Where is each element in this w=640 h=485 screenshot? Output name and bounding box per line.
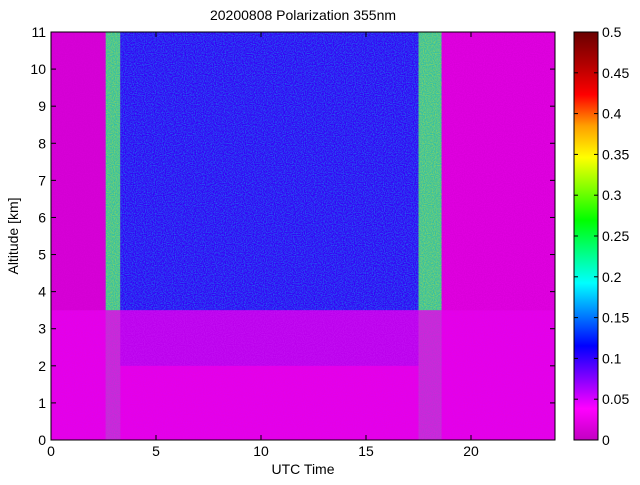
x-tick-label: 5 bbox=[152, 443, 160, 459]
y-tick-label: 5 bbox=[38, 247, 46, 263]
colorbar-tick-label: 0.05 bbox=[602, 391, 629, 407]
colorbar-tick-label: 0.3 bbox=[602, 187, 622, 203]
y-tick-label: 8 bbox=[38, 135, 46, 151]
colorbar-tick-label: 0.45 bbox=[602, 65, 629, 81]
colorbar-tick-label: 0 bbox=[602, 432, 610, 448]
y-tick-label: 1 bbox=[38, 395, 46, 411]
x-tick-label: 15 bbox=[358, 443, 374, 459]
y-tick-label: 4 bbox=[38, 284, 46, 300]
y-tick-label: 11 bbox=[31, 24, 46, 40]
y-tick-label: 2 bbox=[38, 358, 46, 374]
x-axis: 0 5 10 15 20 bbox=[47, 32, 479, 459]
y-tick-label: 9 bbox=[38, 98, 46, 114]
y-tick-label: 3 bbox=[38, 321, 46, 337]
x-tick-label: 10 bbox=[253, 443, 269, 459]
plot-frame bbox=[50, 31, 556, 441]
heatmap-region-speckle bbox=[441, 32, 555, 311]
y-tick-label: 0 bbox=[38, 432, 46, 448]
colorbar-tick-label: 0.2 bbox=[602, 269, 622, 285]
colorbar-tick-label: 0.25 bbox=[602, 228, 629, 244]
y-tick-label: 10 bbox=[30, 61, 46, 77]
colorbar-tick-label: 0.5 bbox=[602, 24, 622, 40]
heatmap-region-speckle bbox=[51, 32, 106, 311]
colorbar-tick-label: 0.35 bbox=[602, 146, 629, 162]
colorbar-tick-label: 0.15 bbox=[602, 310, 629, 326]
chart-title: 20200808 Polarization 355nm bbox=[210, 7, 396, 23]
colorbar-tick-label: 0.4 bbox=[602, 106, 622, 122]
y-tick-label: 7 bbox=[38, 172, 46, 188]
plot-area bbox=[50, 31, 556, 441]
x-tick-label: 0 bbox=[47, 443, 55, 459]
x-axis-label: UTC Time bbox=[272, 461, 335, 477]
y-axis-label: Altitude [km] bbox=[5, 197, 21, 274]
x-tick-label: 20 bbox=[463, 443, 479, 459]
y-axis: 0 1 2 3 4 5 6 7 8 9 10 11 bbox=[30, 24, 555, 448]
colorbar: 0 0.05 0.1 0.15 0.2 0.25 0.3 0.35 0.4 0.45 0.5 bbox=[573, 24, 629, 448]
y-tick-label: 6 bbox=[38, 209, 46, 225]
heatmap-region-speckle bbox=[51, 310, 555, 440]
colorbar-tick-label: 0.1 bbox=[602, 350, 622, 366]
